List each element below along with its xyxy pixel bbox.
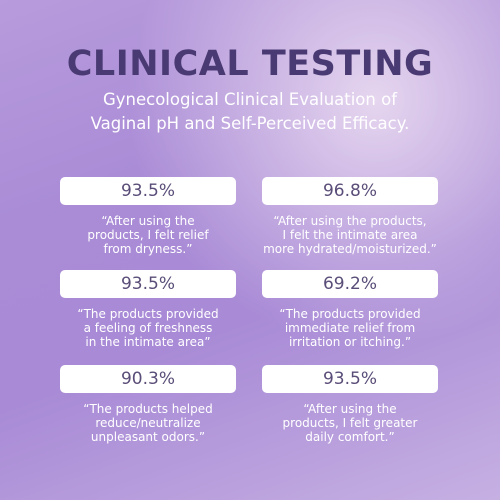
stat-quote-line: unpleasant odors.” (90, 430, 206, 444)
stat-quote-line: “The products provided (279, 307, 421, 321)
subtitle-line: Gynecological Clinical Evaluation of (102, 90, 398, 109)
stat-quote-line: in the intimate area” (85, 335, 211, 349)
stat-quote-line: “After using the products, (273, 214, 427, 228)
stat-quote-line: “The products provided (77, 307, 219, 321)
stat-quote-line: “The products helped (83, 402, 213, 416)
stat-quote-line: “After using the (101, 214, 195, 228)
stat-quote-line: a feeling of freshness (83, 321, 213, 335)
stat-quote-line: products, I felt greater (282, 416, 418, 430)
stat-quote-line: products, I felt relief (87, 228, 209, 242)
stat-value: 93.5% (60, 177, 236, 205)
stat-quote-line: reduce/neutralize (95, 416, 201, 430)
stat-value: 93.5% (262, 365, 438, 393)
title: CLINICAL TESTING (66, 44, 434, 84)
stat-quote-line: “After using the (303, 402, 397, 416)
stat-quote-line: from dryness.” (103, 242, 193, 256)
stat-value: 69.2% (262, 270, 438, 298)
subtitle-line: Vaginal pH and Self-Perceived Efficacy. (90, 114, 410, 133)
stat-value: 96.8% (262, 177, 438, 205)
stat-value: 93.5% (60, 270, 236, 298)
stat-quote-line: I felt the intimate area (282, 228, 418, 242)
stat-quote-line: more hydrated/moisturized.” (263, 242, 437, 256)
stat-quote-line: daily comfort.” (305, 430, 395, 444)
stat-quote-line: irritation or itching.” (288, 335, 412, 349)
stat-quote-line: immediate relief from (284, 321, 416, 335)
stat-value: 90.3% (60, 365, 236, 393)
